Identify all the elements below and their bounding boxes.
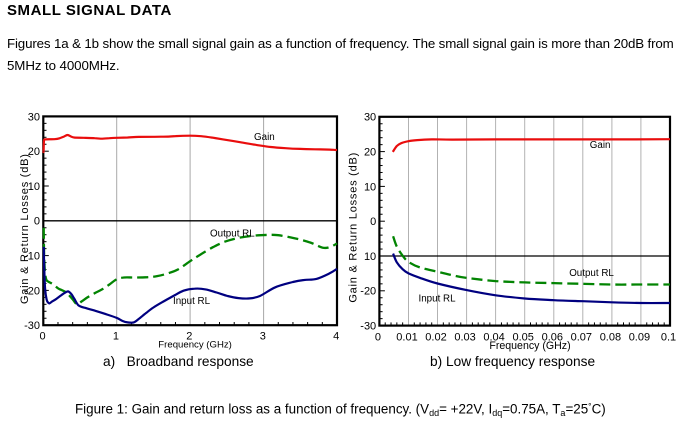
- svg-text:-30: -30: [360, 321, 376, 333]
- svg-text:Gain: Gain: [254, 132, 275, 143]
- svg-text:0: 0: [375, 332, 381, 344]
- svg-text:Gain & Return Losses (dB): Gain & Return Losses (dB): [19, 153, 31, 304]
- svg-text:0.1: 0.1: [661, 332, 676, 344]
- svg-text:0.05: 0.05: [512, 332, 533, 344]
- svg-text:30: 30: [364, 112, 376, 124]
- svg-text:0.08: 0.08: [600, 332, 621, 344]
- svg-text:Frequency (GHz): Frequency (GHz): [158, 340, 232, 351]
- svg-text:Output RL: Output RL: [569, 268, 614, 279]
- svg-text:Input RL: Input RL: [419, 294, 457, 305]
- svg-text:0.06: 0.06: [542, 332, 563, 344]
- svg-text:Input RL: Input RL: [173, 296, 211, 307]
- svg-text:Gain: Gain: [590, 140, 611, 151]
- svg-text:-30: -30: [24, 320, 40, 332]
- svg-text:-20: -20: [360, 286, 376, 298]
- svg-text:2: 2: [186, 331, 192, 343]
- svg-text:0: 0: [370, 216, 376, 228]
- svg-text:20: 20: [28, 146, 40, 158]
- svg-text:0.04: 0.04: [483, 332, 504, 344]
- svg-text:10: 10: [364, 251, 376, 263]
- svg-text:0.07: 0.07: [571, 332, 592, 344]
- svg-text:Gain & Return Losses (dB): Gain & Return Losses (dB): [347, 152, 359, 303]
- svg-text:0.09: 0.09: [629, 332, 650, 344]
- svg-text:10: 10: [364, 181, 376, 193]
- svg-text:20: 20: [364, 147, 376, 159]
- svg-text:Frequency (GHz): Frequency (GHz): [489, 340, 570, 352]
- svg-text:0.02: 0.02: [425, 332, 446, 344]
- svg-text:0.03: 0.03: [454, 332, 475, 344]
- svg-text:3: 3: [260, 331, 266, 343]
- svg-text:0.01: 0.01: [396, 332, 417, 344]
- svg-text:1: 1: [113, 331, 119, 343]
- svg-text:-10: -10: [24, 251, 40, 263]
- svg-text:-20: -20: [24, 285, 40, 297]
- svg-text:Output RL: Output RL: [210, 228, 255, 239]
- svg-text:10: 10: [28, 181, 40, 193]
- svg-text:0: 0: [39, 331, 45, 343]
- svg-text:30: 30: [28, 111, 40, 123]
- svg-text:4: 4: [333, 331, 339, 343]
- svg-text:0: 0: [34, 216, 40, 228]
